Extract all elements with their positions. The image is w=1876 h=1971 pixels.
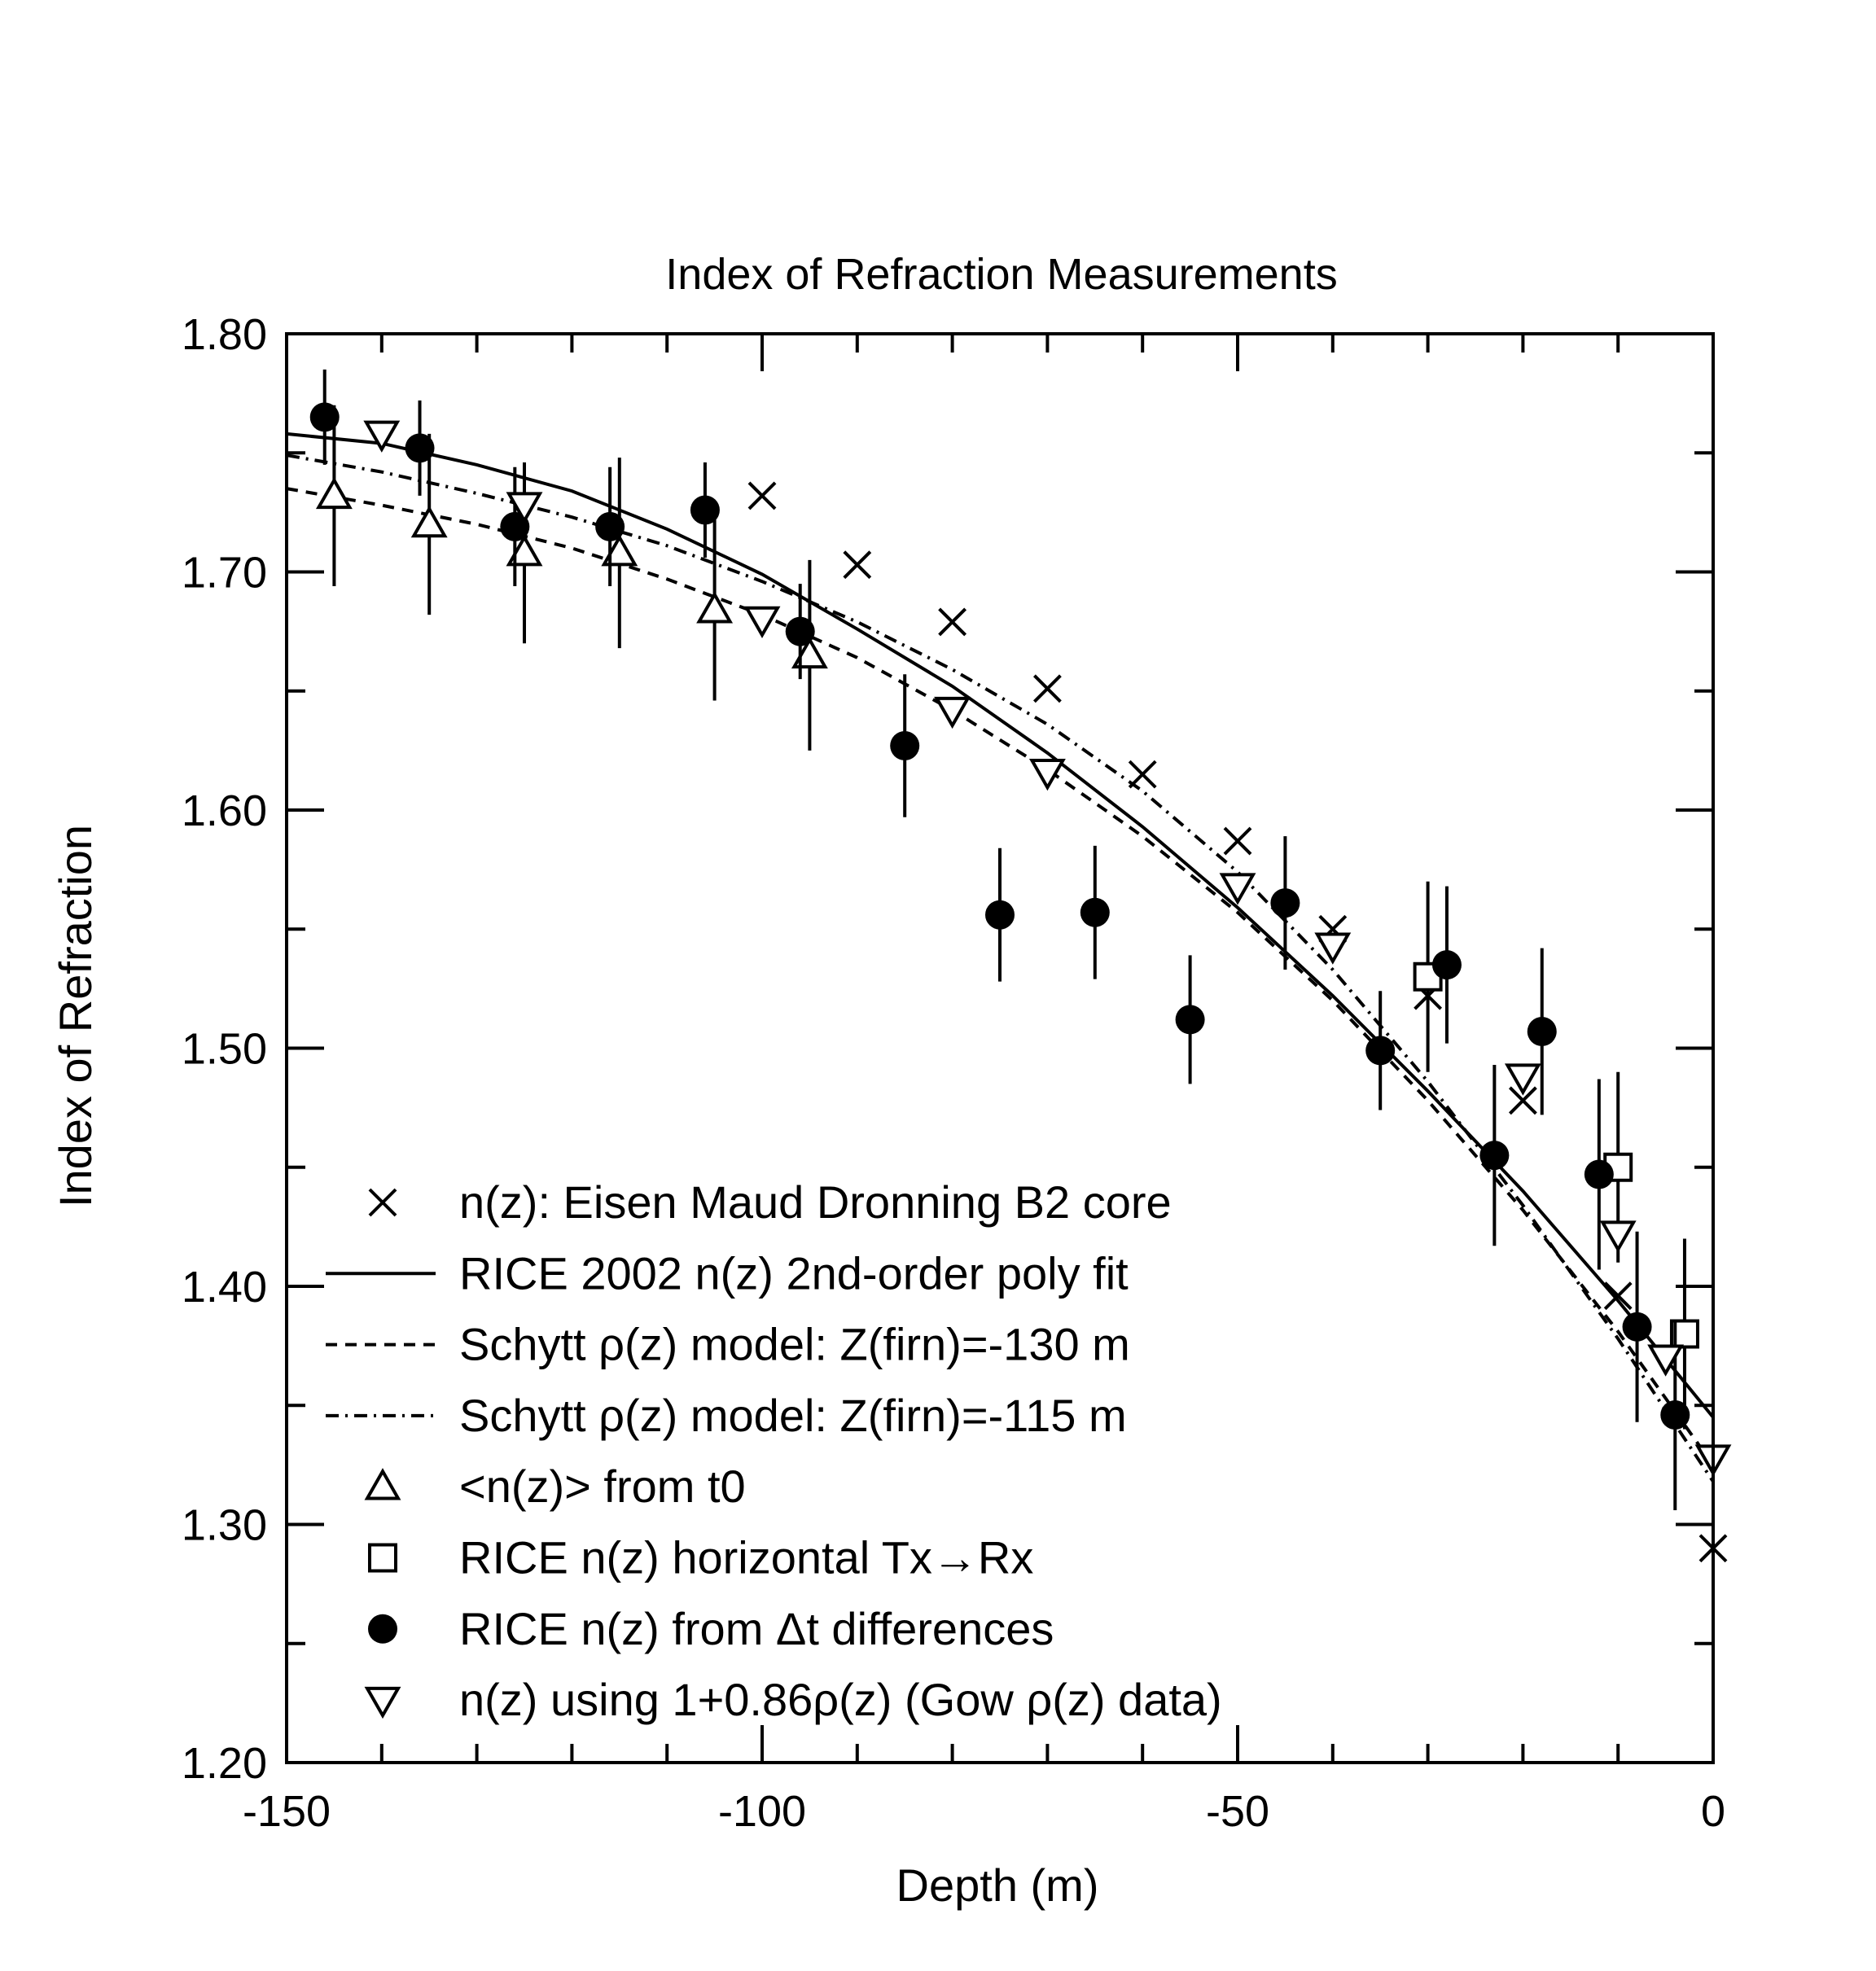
x-tick-label: -150	[243, 1787, 331, 1836]
point-filled-circle	[785, 616, 815, 646]
point-triangle-down	[743, 606, 781, 639]
point-filled-circle	[1584, 1159, 1614, 1189]
point-filled-circle	[405, 433, 435, 463]
point-triangle-down	[1028, 758, 1066, 791]
x-axis-label: Depth (m)	[896, 1859, 1099, 1911]
point-filled-circle	[890, 731, 920, 761]
point-triangle-up	[601, 534, 638, 567]
point-cross	[747, 481, 777, 510]
legend-label: <n(z)> from t0	[459, 1461, 746, 1512]
point-triangle-down	[1647, 1344, 1685, 1377]
point-triangle-down	[506, 492, 543, 524]
point-filled-circle	[1479, 1141, 1510, 1171]
point-triangle-up	[410, 505, 448, 538]
x-tick-label: 0	[1701, 1787, 1725, 1836]
point-filled-circle	[1270, 888, 1300, 918]
y-tick-label: 1.50	[182, 1025, 267, 1074]
y-axis-label: Index of Refraction	[50, 825, 101, 1207]
point-triangle-up	[696, 591, 734, 624]
point-filled-circle	[1175, 1005, 1205, 1035]
legend-label: n(z): Eisen Maud Dronning B2 core	[459, 1176, 1172, 1228]
legend-swatch-cross	[368, 1188, 397, 1217]
point-cross	[1603, 1281, 1633, 1311]
point-filled-circle	[1080, 897, 1110, 927]
y-tick-label: 1.60	[182, 786, 267, 835]
legend-swatch-triangle-down	[364, 1686, 401, 1719]
point-cross	[1508, 1086, 1537, 1115]
y-tick-label: 1.40	[182, 1263, 267, 1312]
legend: n(z): Eisen Maud Dronning B2 core RICE 20…	[326, 1176, 1222, 1725]
y-tick-label: 1.70	[182, 549, 267, 598]
point-filled-circle	[595, 511, 625, 541]
legend-label: RICE 2002 n(z) 2nd-order poly fit	[459, 1247, 1129, 1299]
legend-label: RICE n(z) horizontal Tx→Rx	[459, 1532, 1033, 1583]
point-triangle-down	[1599, 1220, 1637, 1253]
point-cross	[1032, 674, 1062, 703]
x-tick-label: -100	[718, 1787, 806, 1836]
point-triangle-down	[1504, 1063, 1541, 1096]
point-triangle-down	[363, 420, 401, 453]
point-filled-circle	[1527, 1017, 1557, 1047]
chart-title: Index of Refraction Measurements	[665, 250, 1337, 299]
point-triangle-down	[934, 696, 971, 729]
point-cross	[1223, 826, 1252, 856]
point-cross	[843, 550, 872, 580]
point-triangle-down	[1314, 932, 1352, 965]
y-tick-label: 1.80	[182, 310, 267, 359]
y-tick-label: 1.20	[182, 1739, 267, 1788]
point-filled-circle	[985, 900, 1015, 930]
legend-swatch-filled-circle	[368, 1614, 397, 1644]
legend-label: n(z) using 1+0.86ρ(z) (Gow ρ(z) data)	[459, 1674, 1222, 1725]
point-filled-circle	[690, 495, 720, 525]
legend-label: Schytt ρ(z) model: Z(firn)=-130 m	[459, 1319, 1130, 1370]
plot-frame	[285, 332, 1715, 1764]
legend-label: RICE n(z) from Δt differences	[459, 1603, 1054, 1654]
legend-swatch-square	[368, 1543, 397, 1573]
point-triangle-down	[1219, 873, 1256, 905]
legend-swatch-triangle-up	[364, 1468, 401, 1500]
point-triangle-up	[791, 636, 828, 669]
point-filled-circle	[1622, 1312, 1652, 1342]
data-points	[309, 369, 1732, 1563]
y-tick-label: 1.30	[182, 1501, 267, 1550]
point-triangle-up	[315, 476, 353, 510]
x-tick-label: -50	[1206, 1787, 1269, 1836]
point-filled-circle	[1431, 950, 1462, 980]
point-filled-circle	[1365, 1036, 1396, 1066]
point-cross	[938, 607, 967, 637]
point-cross	[1128, 760, 1157, 789]
point-filled-circle	[309, 402, 340, 432]
point-filled-circle	[1660, 1399, 1690, 1430]
point-triangle-up	[506, 534, 543, 567]
legend-label: Schytt ρ(z) model: Z(firn)=-115 m	[459, 1390, 1127, 1441]
